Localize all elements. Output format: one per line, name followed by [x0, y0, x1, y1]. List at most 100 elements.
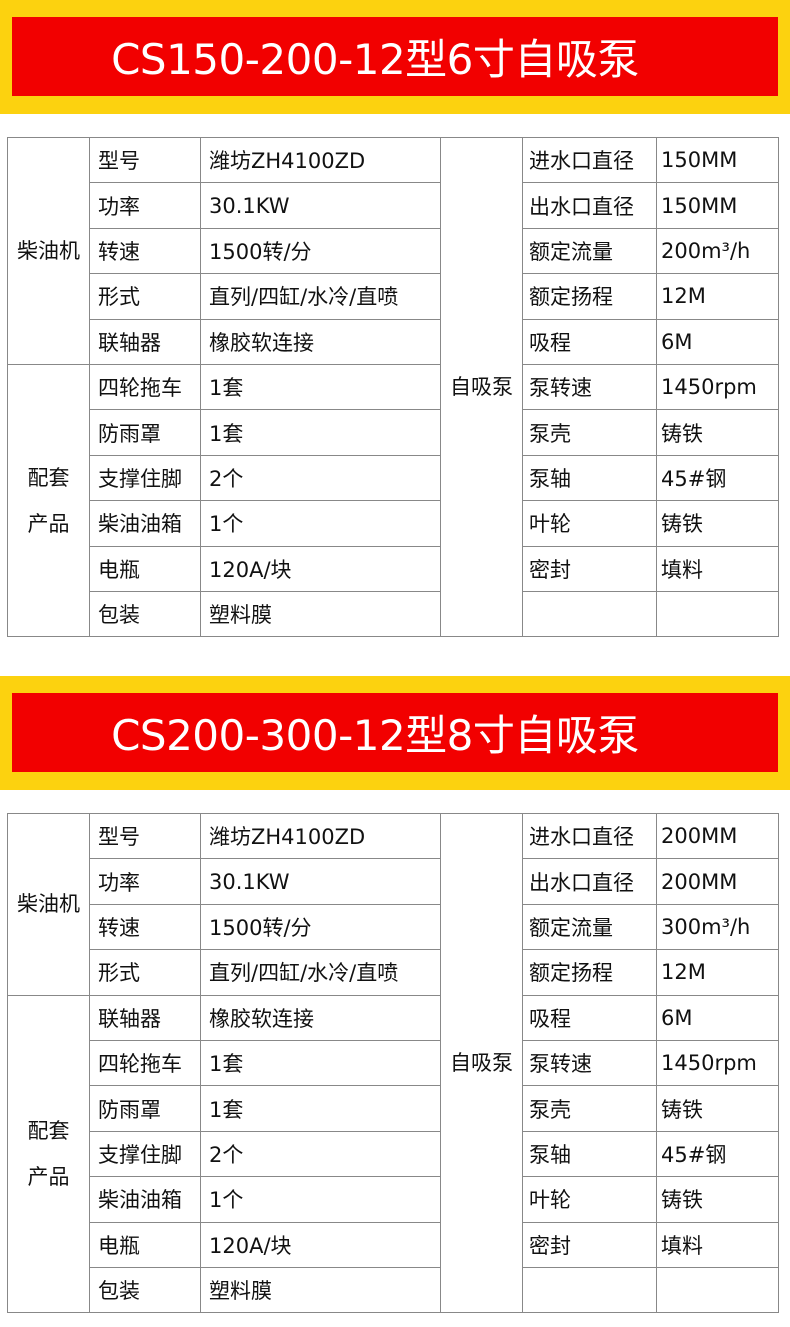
- table-row: 防雨罩 1套 泵壳 铸铁: [8, 1085, 779, 1132]
- engine-category-label: 柴油机: [7, 137, 90, 365]
- pump-spec-value: 铸铁: [656, 409, 779, 456]
- pump-spec-label: 泵壳: [522, 409, 657, 456]
- engine-spec-value: 潍坊ZH4100ZD: [200, 812, 441, 860]
- pump-spec-label: 泵轴: [522, 1130, 657, 1178]
- section-1-banner: CS150-200-12型6寸自吸泵: [0, 0, 790, 114]
- engine-spec-value: 1500转/分: [200, 903, 441, 951]
- engine-spec-value: 直列/四缸/水冷/直喷: [200, 273, 441, 320]
- pump-spec-value: 填料: [656, 1221, 779, 1268]
- table-row: 电瓶 120A/块 密封 填料: [8, 1221, 779, 1268]
- table-row: 转速 1500转/分 额定流量 300m³/h: [8, 903, 779, 951]
- accessory-spec-label: 支撑住脚: [89, 1130, 201, 1178]
- table-row: 形式 直列/四缸/水冷/直喷 额定扬程 12M: [8, 273, 779, 320]
- accessory-spec-label: 包装: [89, 1266, 201, 1314]
- pump-spec-label: 进水口直径: [522, 812, 657, 860]
- table-row: 配套产品 四轮拖车 1套 泵转速 1450rpm: [7, 363, 779, 638]
- pump-spec-value: [656, 590, 779, 638]
- accessory-spec-label: 四轮拖车: [89, 363, 201, 411]
- table-row: 联轴器 橡胶软连接 吸程 6M: [8, 318, 779, 365]
- accessory-spec-label: 电瓶: [89, 545, 201, 592]
- table-row: 支撑住脚 2个 泵轴 45#钢: [8, 454, 779, 502]
- table-row: 形式 直列/四缸/水冷/直喷 额定扬程 12M: [8, 949, 779, 996]
- pump-spec-value: 6M: [656, 994, 779, 1041]
- pump-spec-value: 6M: [656, 318, 779, 365]
- accessory-spec-value: 1套: [200, 1085, 441, 1132]
- pump-spec-label: 进水口直径: [522, 136, 657, 184]
- engine-spec-label: 转速: [89, 903, 201, 951]
- accessory-spec-label: 电瓶: [89, 1221, 201, 1268]
- pump-spec-label: 叶轮: [522, 500, 657, 547]
- engine-spec-value: 潍坊ZH4100ZD: [200, 136, 441, 184]
- pump-spec-label: 泵壳: [522, 1085, 657, 1132]
- pump-spec-label: 额定流量: [522, 903, 657, 951]
- accessory-spec-value: 1套: [200, 409, 441, 456]
- pump-spec-value: 200m³/h: [656, 227, 779, 275]
- table-row: 柴油机 型号 潍坊ZH4100ZD 自吸泵 进水口直径 150MM: [7, 136, 779, 638]
- pump-spec-label: 泵转速: [522, 1039, 657, 1087]
- table-row: 功率 30.1KW 出水口直径 150MM: [8, 182, 779, 229]
- pump-spec-label: 密封: [522, 545, 657, 592]
- pump-spec-value: [656, 1266, 779, 1314]
- engine-spec-label: 形式: [89, 949, 201, 996]
- accessory-spec-label: 支撑住脚: [89, 454, 201, 502]
- pump-category-label: 自吸泵: [440, 812, 523, 1314]
- pump-spec-label: 吸程: [522, 994, 657, 1041]
- accessory-spec-value: 2个: [200, 1130, 441, 1178]
- accessory-spec-value: 120A/块: [200, 1221, 441, 1268]
- pump-spec-value: 铸铁: [656, 1176, 779, 1223]
- table-row: 配套产品 联轴器 橡胶软连接 吸程 6M: [7, 994, 779, 1314]
- accessory-spec-value: 1套: [200, 1039, 441, 1087]
- accessory-spec-value: 塑料膜: [200, 1266, 441, 1314]
- engine-spec-label: 功率: [89, 858, 201, 905]
- pump-spec-value: 12M: [656, 949, 779, 996]
- pump-spec-label: 出水口直径: [522, 182, 657, 229]
- accessory-spec-value: 1个: [200, 500, 441, 547]
- pump-spec-label: 泵转速: [522, 363, 657, 411]
- pump-spec-value: 200MM: [656, 812, 779, 860]
- pump-spec-value: 300m³/h: [656, 903, 779, 951]
- pump-spec-value: 200MM: [656, 858, 779, 905]
- engine-spec-label: 形式: [89, 273, 201, 320]
- section-2-banner: CS200-300-12型8寸自吸泵: [0, 676, 790, 790]
- accessory-category-label: 配套产品: [7, 363, 90, 638]
- section-2-spec-table: 柴油机 型号 潍坊ZH4100ZD 自吸泵 进水口直径 200MM 功率 30.1KW 出水口直…: [7, 812, 779, 1314]
- table-row: 柴油油箱 1个 叶轮 铸铁: [8, 1176, 779, 1223]
- accessory-spec-label: 防雨罩: [89, 1085, 201, 1132]
- pump-spec-label: 额定扬程: [522, 949, 657, 996]
- table-row: 转速 1500转/分 额定流量 200m³/h: [8, 227, 779, 275]
- accessory-spec-value: 橡胶软连接: [200, 994, 441, 1041]
- pump-spec-value: 铸铁: [656, 1085, 779, 1132]
- section-1-spec-table: 柴油机 型号 潍坊ZH4100ZD 自吸泵 进水口直径 150MM 功率 30.1KW 出水口直…: [7, 136, 779, 638]
- table-row: 包装 塑料膜: [8, 1266, 779, 1314]
- section-2-title-box: CS200-300-12型8寸自吸泵: [12, 693, 778, 772]
- accessory-spec-value: 1套: [200, 363, 441, 411]
- accessory-spec-label: 四轮拖车: [89, 1039, 201, 1087]
- pump-spec-value: 150MM: [656, 136, 779, 184]
- pump-spec-label: 出水口直径: [522, 858, 657, 905]
- pump-category-label: 自吸泵: [440, 136, 523, 638]
- table-row: 四轮拖车 1套 泵转速 1450rpm: [8, 1039, 779, 1087]
- accessory-spec-label: 联轴器: [89, 994, 201, 1041]
- pump-spec-value: 150MM: [656, 182, 779, 229]
- pump-spec-value: 45#钢: [656, 1130, 779, 1178]
- engine-spec-value: 1500转/分: [200, 227, 441, 275]
- engine-spec-value: 橡胶软连接: [200, 318, 441, 365]
- pump-spec-value: 12M: [656, 273, 779, 320]
- engine-spec-value: 30.1KW: [200, 182, 441, 229]
- section-1-title: CS150-200-12型6寸自吸泵: [111, 35, 639, 84]
- section-2-title: CS200-300-12型8寸自吸泵: [111, 711, 639, 760]
- table-row: 包装 塑料膜: [8, 590, 779, 638]
- pump-spec-label: 吸程: [522, 318, 657, 365]
- pump-spec-label: 额定扬程: [522, 273, 657, 320]
- table-row: 防雨罩 1套 泵壳 铸铁: [8, 409, 779, 456]
- pump-spec-value: 45#钢: [656, 454, 779, 502]
- accessory-spec-label: 柴油油箱: [89, 500, 201, 547]
- accessory-spec-label: 防雨罩: [89, 409, 201, 456]
- accessory-spec-value: 120A/块: [200, 545, 441, 592]
- engine-spec-label: 型号: [89, 136, 201, 184]
- pump-spec-label: [522, 590, 657, 638]
- engine-spec-value: 30.1KW: [200, 858, 441, 905]
- pump-spec-label: 泵轴: [522, 454, 657, 502]
- table-row: 柴油油箱 1个 叶轮 铸铁: [8, 500, 779, 547]
- accessory-spec-value: 塑料膜: [200, 590, 441, 638]
